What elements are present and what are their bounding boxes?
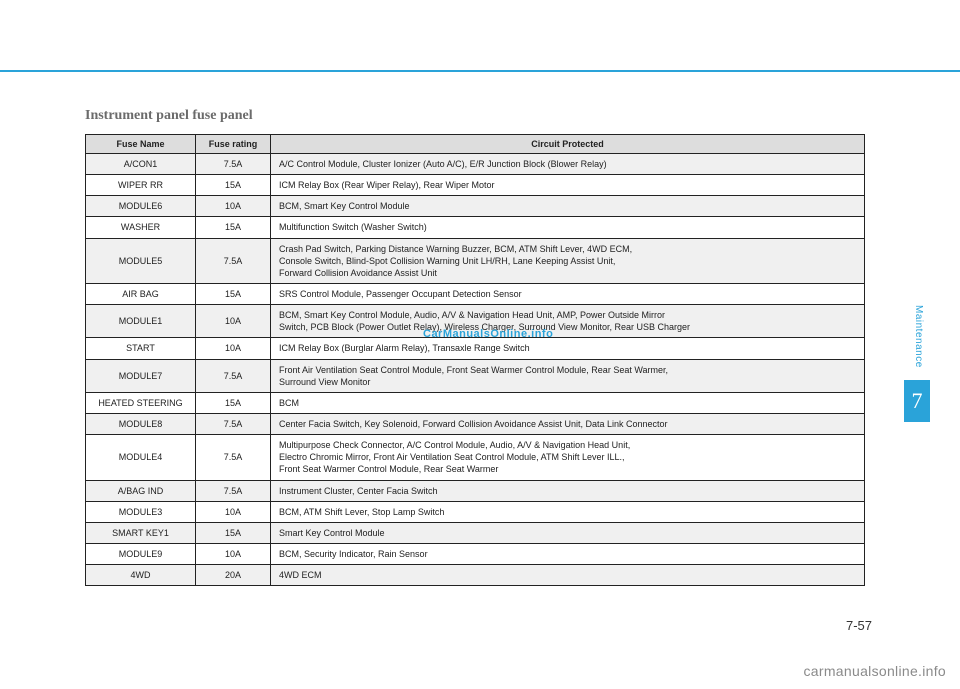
cell-circuit: Center Facia Switch, Key Solenoid, Forwa…	[271, 413, 865, 434]
main-content: Instrument panel fuse panel Fuse Name Fu…	[85, 108, 865, 586]
cell-circuit: ICM Relay Box (Rear Wiper Relay), Rear W…	[271, 175, 865, 196]
cell-fuse-name: AIR BAG	[86, 283, 196, 304]
table-row: START10AICM Relay Box (Burglar Alarm Rel…	[86, 338, 865, 359]
cell-circuit: Front Air Ventilation Seat Control Modul…	[271, 359, 865, 392]
cell-fuse-rating: 10A	[196, 543, 271, 564]
th-fuse-name: Fuse Name	[86, 135, 196, 154]
cell-circuit: A/C Control Module, Cluster Ionizer (Aut…	[271, 154, 865, 175]
cell-fuse-rating: 7.5A	[196, 154, 271, 175]
table-row: WASHER15AMultifunction Switch (Washer Sw…	[86, 217, 865, 238]
cell-circuit: BCM, Security Indicator, Rain Sensor	[271, 543, 865, 564]
table-row: AIR BAG15ASRS Control Module, Passenger …	[86, 283, 865, 304]
cell-fuse-rating: 7.5A	[196, 413, 271, 434]
cell-circuit: ICM Relay Box (Burglar Alarm Relay), Tra…	[271, 338, 865, 359]
cell-fuse-name: MODULE5	[86, 238, 196, 283]
cell-circuit: BCM	[271, 392, 865, 413]
cell-circuit: Multipurpose Check Connector, A/C Contro…	[271, 435, 865, 480]
table-row: 4WD20A4WD ECM	[86, 565, 865, 586]
cell-circuit: Multifunction Switch (Washer Switch)	[271, 217, 865, 238]
cell-circuit: Instrument Cluster, Center Facia Switch	[271, 480, 865, 501]
table-row: MODULE310ABCM, ATM Shift Lever, Stop Lam…	[86, 501, 865, 522]
watermark-footer: carmanualsonline.info	[804, 663, 947, 679]
cell-fuse-name: WIPER RR	[86, 175, 196, 196]
table-row: MODULE77.5AFront Air Ventilation Seat Co…	[86, 359, 865, 392]
cell-circuit: Smart Key Control Module	[271, 522, 865, 543]
cell-circuit: BCM, Smart Key Control Module	[271, 196, 865, 217]
fuse-table: Fuse Name Fuse rating Circuit Protected …	[85, 134, 865, 586]
cell-fuse-name: MODULE6	[86, 196, 196, 217]
cell-circuit: BCM, ATM Shift Lever, Stop Lamp Switch	[271, 501, 865, 522]
cell-fuse-name: MODULE9	[86, 543, 196, 564]
top-rule	[0, 70, 960, 72]
section-number-tab: 7	[904, 380, 930, 422]
table-row: SMART KEY115ASmart Key Control Module	[86, 522, 865, 543]
cell-fuse-name: MODULE7	[86, 359, 196, 392]
th-circuit: Circuit Protected	[271, 135, 865, 154]
cell-fuse-name: SMART KEY1	[86, 522, 196, 543]
side-section-label: Maintenance	[913, 305, 924, 368]
cell-fuse-rating: 7.5A	[196, 238, 271, 283]
cell-fuse-name: 4WD	[86, 565, 196, 586]
cell-fuse-rating: 15A	[196, 217, 271, 238]
table-row: MODULE110ABCM, Smart Key Control Module,…	[86, 305, 865, 338]
cell-fuse-name: HEATED STEERING	[86, 392, 196, 413]
cell-fuse-rating: 15A	[196, 283, 271, 304]
table-row: WIPER RR15AICM Relay Box (Rear Wiper Rel…	[86, 175, 865, 196]
cell-fuse-rating: 10A	[196, 196, 271, 217]
cell-circuit: 4WD ECM	[271, 565, 865, 586]
section-title: Instrument panel fuse panel	[85, 108, 865, 124]
cell-fuse-rating: 7.5A	[196, 480, 271, 501]
table-row: MODULE87.5ACenter Facia Switch, Key Sole…	[86, 413, 865, 434]
cell-fuse-name: MODULE1	[86, 305, 196, 338]
cell-fuse-name: MODULE3	[86, 501, 196, 522]
th-fuse-rating: Fuse rating	[196, 135, 271, 154]
cell-fuse-name: START	[86, 338, 196, 359]
cell-fuse-rating: 15A	[196, 175, 271, 196]
table-row: MODULE57.5ACrash Pad Switch, Parking Dis…	[86, 238, 865, 283]
cell-circuit: BCM, Smart Key Control Module, Audio, A/…	[271, 305, 865, 338]
cell-fuse-name: MODULE8	[86, 413, 196, 434]
cell-fuse-name: A/BAG IND	[86, 480, 196, 501]
cell-fuse-rating: 10A	[196, 501, 271, 522]
cell-fuse-name: WASHER	[86, 217, 196, 238]
table-row: HEATED STEERING15ABCM	[86, 392, 865, 413]
cell-fuse-name: MODULE4	[86, 435, 196, 480]
cell-fuse-rating: 7.5A	[196, 435, 271, 480]
table-row: MODULE47.5AMultipurpose Check Connector,…	[86, 435, 865, 480]
cell-fuse-rating: 10A	[196, 338, 271, 359]
cell-fuse-name: A/CON1	[86, 154, 196, 175]
cell-fuse-rating: 20A	[196, 565, 271, 586]
cell-fuse-rating: 15A	[196, 522, 271, 543]
cell-circuit: Crash Pad Switch, Parking Distance Warni…	[271, 238, 865, 283]
table-row: A/BAG IND7.5AInstrument Cluster, Center …	[86, 480, 865, 501]
cell-fuse-rating: 7.5A	[196, 359, 271, 392]
table-row: MODULE910ABCM, Security Indicator, Rain …	[86, 543, 865, 564]
table-header-row: Fuse Name Fuse rating Circuit Protected	[86, 135, 865, 154]
cell-circuit: SRS Control Module, Passenger Occupant D…	[271, 283, 865, 304]
table-row: MODULE610ABCM, Smart Key Control Module	[86, 196, 865, 217]
table-row: A/CON17.5AA/C Control Module, Cluster Io…	[86, 154, 865, 175]
cell-fuse-rating: 10A	[196, 305, 271, 338]
page-number: 7-57	[846, 618, 872, 633]
cell-fuse-rating: 15A	[196, 392, 271, 413]
